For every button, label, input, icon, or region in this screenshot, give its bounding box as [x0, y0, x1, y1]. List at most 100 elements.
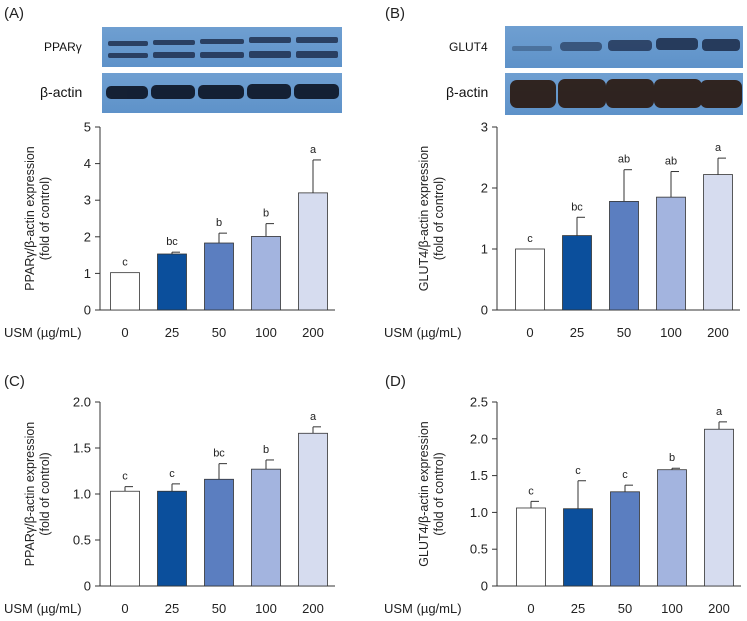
- x-tick-label: 25: [571, 601, 585, 616]
- blot-a-actin-bands: [106, 84, 339, 99]
- blot-b-loading-label: β-actin: [446, 84, 488, 100]
- blot-a-target-bands: [108, 37, 338, 58]
- bar: [515, 248, 545, 311]
- y-tick-label: 2.5: [470, 395, 488, 410]
- bar: [251, 236, 281, 311]
- y-tick-label: 1.0: [470, 505, 488, 520]
- y-axis-label: PPARγ/β-actin expression(fold of control…: [23, 422, 52, 567]
- x-tick-label: 200: [708, 601, 730, 616]
- y-tick-label: 2: [481, 181, 488, 196]
- y-tick-label: 1.0: [73, 487, 91, 502]
- significance-label: c: [122, 257, 128, 269]
- bar-chart-c: 0 0.5 1.0 1.5 2.0 PPARγ/β-actin expression(fo…: [4, 395, 335, 616]
- y-axis-label-line-2: (fold of control): [432, 177, 446, 260]
- panel-letter-a: (A): [4, 5, 24, 22]
- x-tick-label: 200: [707, 325, 729, 340]
- x-tick-label: 100: [255, 601, 277, 616]
- y-tick-label: 1: [84, 266, 91, 281]
- significance-label: c: [169, 468, 175, 480]
- bar: [609, 201, 639, 311]
- blot-b-target-bands: [512, 38, 740, 51]
- bar: [563, 508, 593, 587]
- x-tick-label: 50: [618, 601, 632, 616]
- significance-label: b: [669, 452, 675, 464]
- bar: [157, 490, 187, 587]
- bar: [157, 253, 187, 311]
- y-axis-label: GLUT4/β-actin expression(fold of control…: [417, 421, 446, 566]
- significance-label: bc: [166, 236, 178, 248]
- x-tick-label: 25: [165, 601, 179, 616]
- y-tick-label: 4: [84, 156, 91, 171]
- y-axis-label-line-1: PPARγ/β-actin expression: [23, 422, 37, 567]
- y-tick-label: 0.5: [73, 533, 91, 548]
- x-axis-header: USM (µg/mL): [4, 325, 82, 340]
- bar: [656, 196, 686, 311]
- panel-letter-b: (B): [385, 5, 405, 22]
- y-tick-label: 2: [84, 229, 91, 244]
- x-tick-label: 25: [570, 325, 584, 340]
- x-axis-header: USM (µg/mL): [384, 325, 462, 340]
- y-axis-label-line-2: (fold of control): [38, 177, 52, 260]
- y-tick-label: 3: [481, 120, 488, 135]
- bar: [204, 478, 234, 587]
- blot-a-loading-label: β-actin: [40, 84, 82, 100]
- x-tick-label: 0: [526, 325, 533, 340]
- significance-label: c: [575, 465, 581, 477]
- significance-label: bc: [213, 448, 225, 460]
- significance-label: c: [122, 471, 128, 483]
- x-tick-label: 100: [661, 601, 683, 616]
- blot-b-target-label: GLUT4: [449, 40, 488, 54]
- x-tick-label: 50: [212, 601, 226, 616]
- significance-label: a: [310, 411, 317, 423]
- blot-b-actin-bands: [510, 79, 742, 108]
- significance-label: a: [716, 406, 723, 418]
- blot-a-target-label: PPARγ: [44, 40, 82, 54]
- y-tick-label: 0: [84, 303, 91, 318]
- x-axis-header: USM (µg/mL): [4, 601, 82, 616]
- y-tick-label: 1: [481, 242, 488, 257]
- western-blot-b: GLUT4 β-actin: [446, 26, 743, 115]
- bar-chart-a: 0 1 2 3 4 5 PPARγ/β-actin expression(fold of c…: [4, 120, 335, 340]
- bar: [516, 507, 546, 587]
- x-tick-label: 0: [527, 601, 534, 616]
- bar: [298, 432, 328, 587]
- bar: [110, 490, 140, 587]
- y-axis-label-line-1: PPARγ/β-actin expression: [23, 146, 37, 291]
- significance-label: bc: [571, 201, 583, 213]
- y-tick-label: 1.5: [470, 468, 488, 483]
- y-axis-label: GLUT4/β-actin expression(fold of control…: [417, 146, 446, 291]
- y-tick-label: 2.0: [73, 395, 91, 410]
- significance-label: ab: [618, 154, 630, 166]
- blot-a-target-strip: [102, 27, 342, 67]
- significance-label: c: [528, 485, 534, 497]
- panel-letter-c: (C): [4, 373, 25, 390]
- bar: [110, 272, 140, 311]
- significance-label: ab: [665, 156, 677, 168]
- significance-label: b: [263, 208, 269, 220]
- x-tick-label: 50: [617, 325, 631, 340]
- significance-label: b: [263, 444, 269, 456]
- x-axis-header: USM (µg/mL): [384, 601, 462, 616]
- bar: [204, 242, 234, 311]
- significance-label: b: [216, 217, 222, 229]
- y-axis-label-line-2: (fold of control): [38, 452, 52, 535]
- y-axis-label-line-1: GLUT4/β-actin expression: [417, 421, 431, 566]
- significance-label: a: [715, 142, 722, 154]
- y-tick-label: 1.5: [73, 441, 91, 456]
- x-tick-label: 50: [212, 325, 226, 340]
- x-tick-label: 200: [302, 601, 324, 616]
- x-tick-label: 100: [660, 325, 682, 340]
- y-tick-label: 0: [481, 579, 488, 594]
- y-tick-label: 0: [84, 579, 91, 594]
- bar-chart-d: 0 0.5 1.0 1.5 2.0 2.5 GLUT4/β-actin expression…: [384, 395, 741, 616]
- bar: [657, 469, 687, 587]
- y-tick-label: 5: [84, 120, 91, 135]
- y-axis-label: PPARγ/β-actin expression(fold of control…: [23, 146, 52, 291]
- y-tick-label: 3: [84, 193, 91, 208]
- y-axis-label-line-2: (fold of control): [432, 452, 446, 535]
- y-tick-label: 2.0: [470, 431, 488, 446]
- y-tick-label: 0.5: [470, 542, 488, 557]
- x-tick-label: 25: [165, 325, 179, 340]
- bar: [610, 491, 640, 587]
